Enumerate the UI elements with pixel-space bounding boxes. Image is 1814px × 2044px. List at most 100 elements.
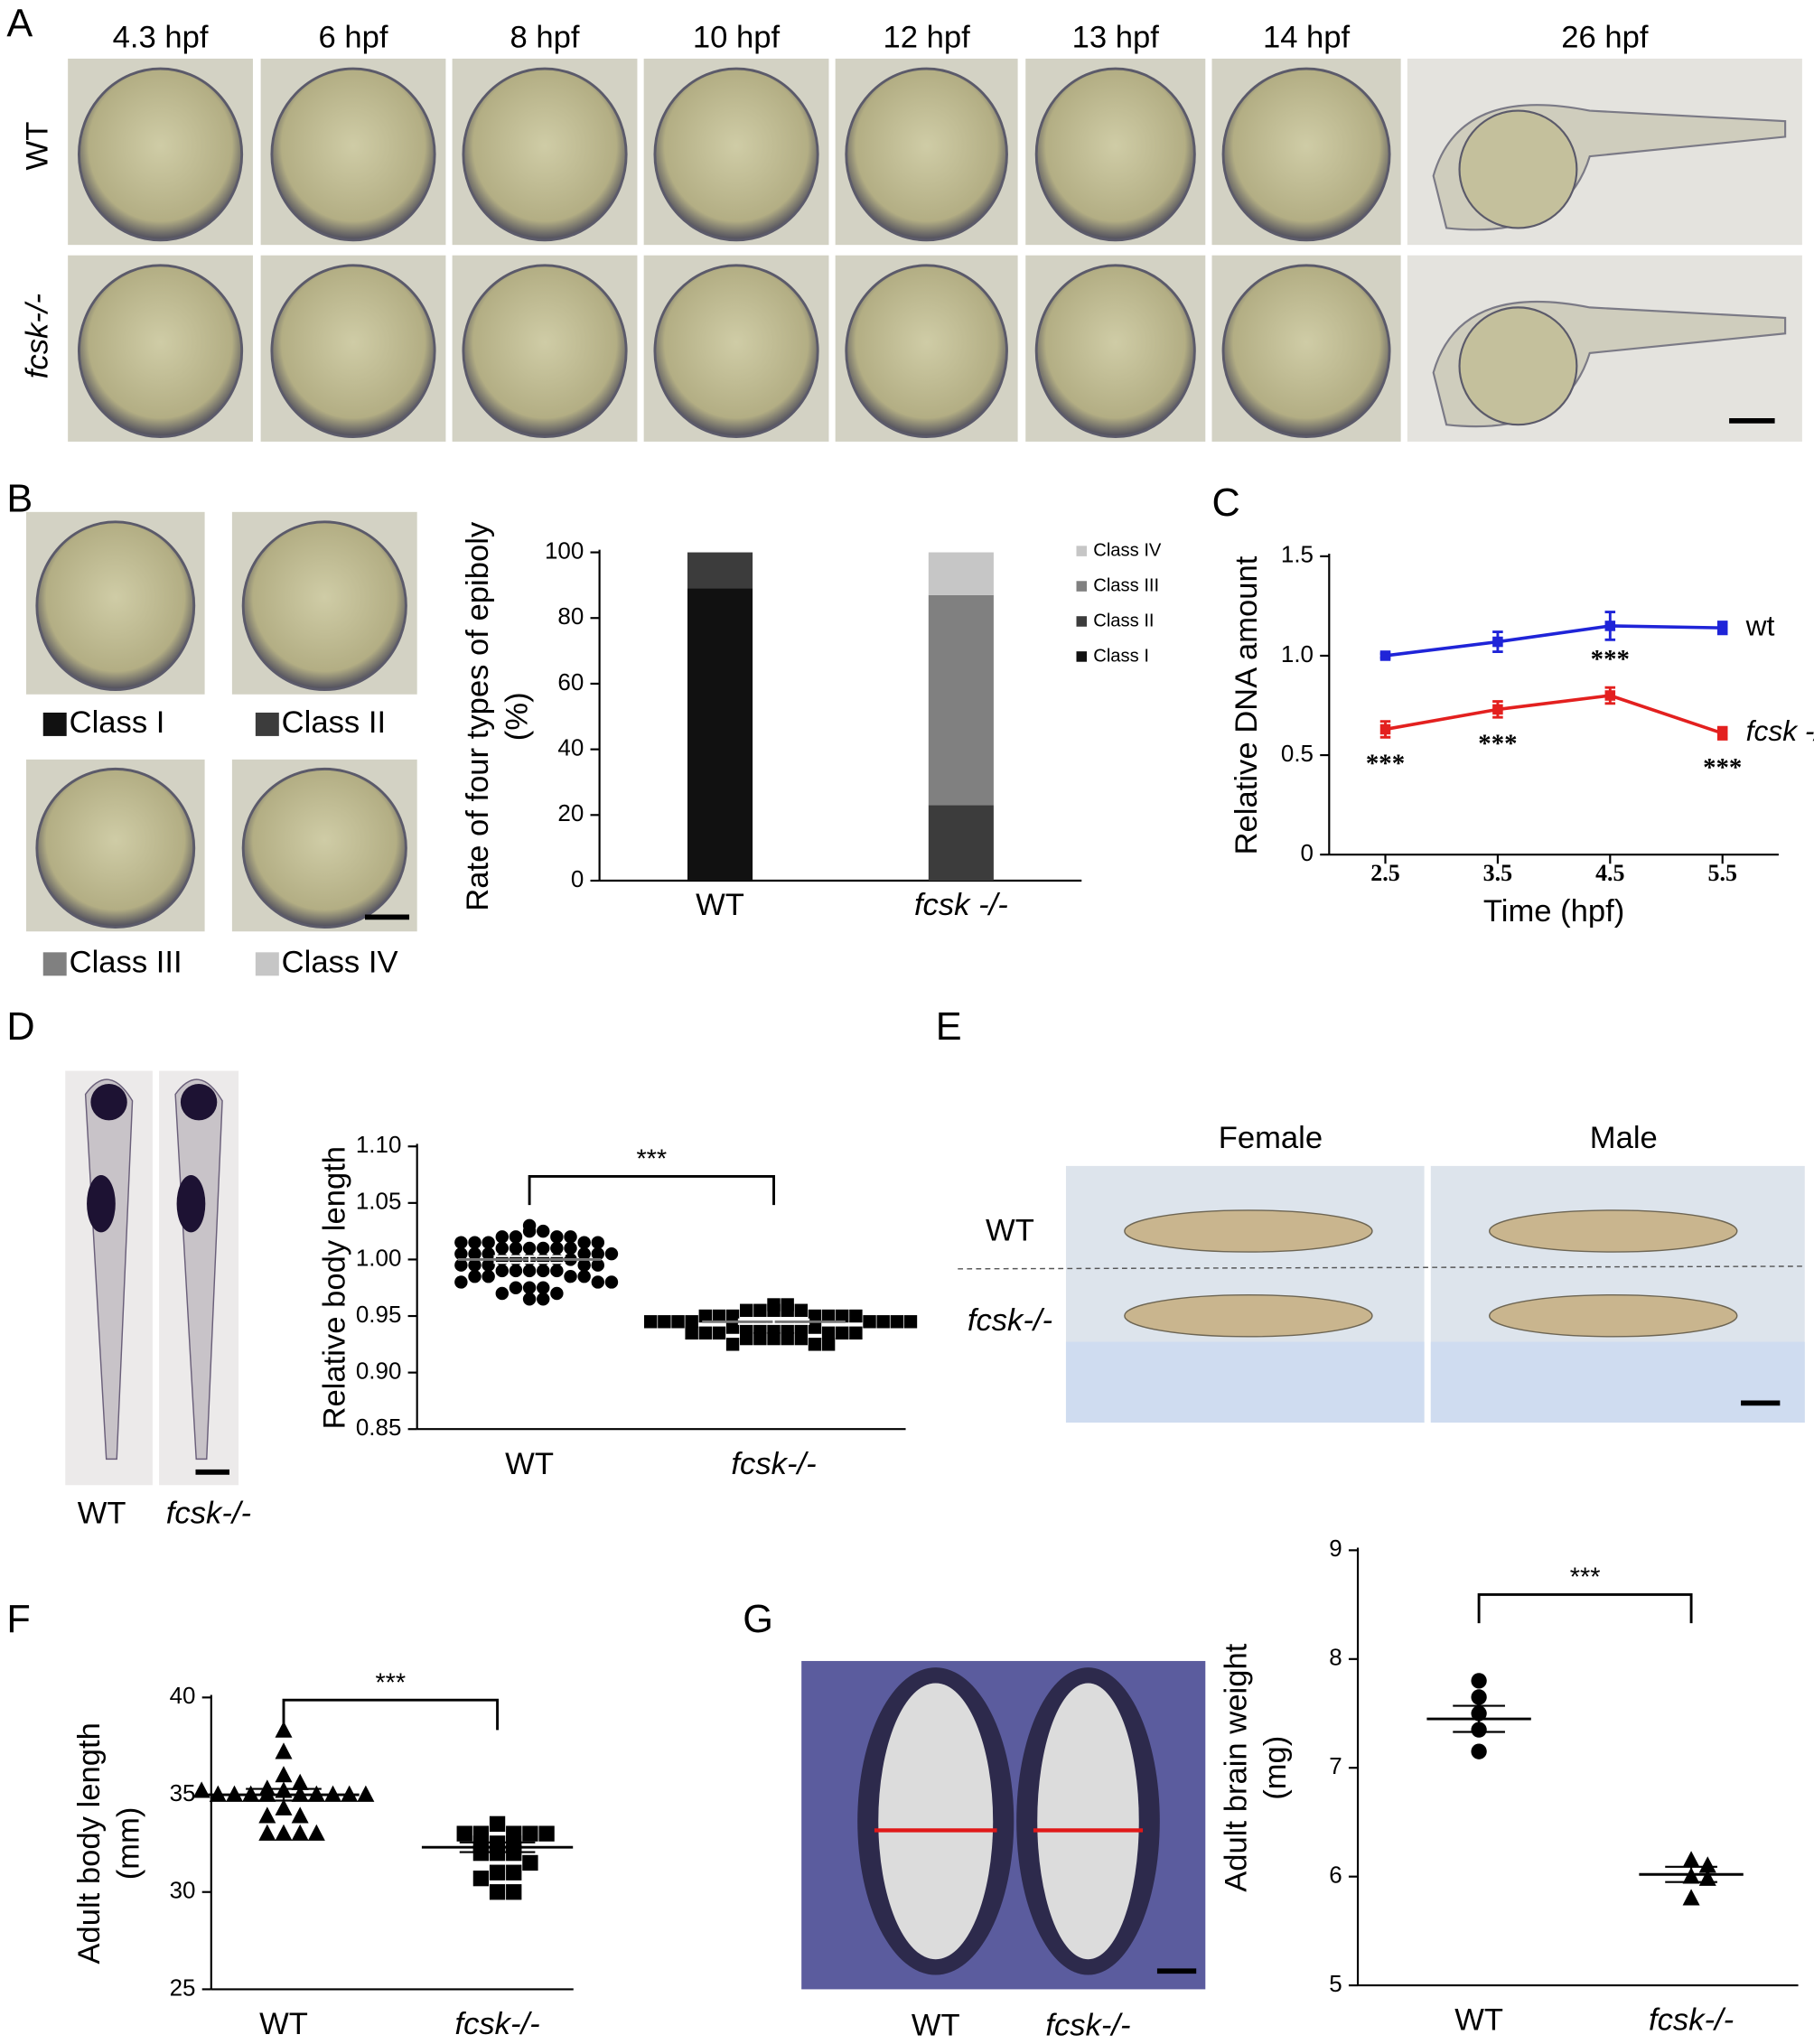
dot: [522, 1293, 537, 1306]
dot: [577, 1258, 591, 1272]
dot: [275, 1824, 293, 1841]
dot: [482, 1246, 495, 1261]
legend-swatch: [1076, 546, 1088, 556]
class-swatch: [255, 712, 279, 736]
dot: [808, 1309, 822, 1323]
dot: [291, 1806, 309, 1824]
y-tick-label: 0.85: [356, 1414, 402, 1441]
class-label: Class III: [70, 945, 182, 979]
dot: [275, 1766, 293, 1783]
y-tick-label: 9: [1329, 1535, 1342, 1562]
dot: [291, 1824, 309, 1841]
significance: ***: [1703, 753, 1742, 782]
dot: [258, 1806, 276, 1824]
dot: [577, 1236, 591, 1249]
dot: [725, 1309, 740, 1323]
x-tick-label: 5.5: [1707, 860, 1736, 886]
stage-label: 14 hpf: [1263, 20, 1351, 54]
bar-segment: [928, 594, 994, 806]
x-tick-label: WT: [505, 1447, 554, 1481]
sem-bar: [737, 1318, 810, 1325]
embryo: [77, 67, 244, 242]
bracket: [282, 1698, 500, 1731]
y-tick-label: 0.95: [356, 1301, 402, 1328]
y-tick-label: 7: [1329, 1752, 1342, 1779]
eye: [90, 1084, 127, 1121]
dot: [522, 1854, 538, 1871]
x-tick-label: WT: [1454, 2003, 1503, 2038]
eye: [180, 1084, 218, 1121]
significance: ***: [1570, 1563, 1601, 1592]
x-tick-label: fcsk-/-: [454, 2007, 539, 2041]
dot: [537, 1241, 550, 1255]
dot: [509, 1264, 523, 1278]
dot: [725, 1321, 740, 1334]
dot: [468, 1246, 482, 1261]
x-tick-label: fcsk -/-: [914, 888, 1008, 922]
legend-swatch: [1076, 581, 1088, 592]
embryo: [35, 520, 196, 692]
dot: [550, 1286, 564, 1301]
class-swatch: [42, 952, 67, 976]
fish: [1488, 1293, 1738, 1338]
line: [1385, 694, 1724, 735]
embryo: [653, 67, 819, 242]
dot: [509, 1281, 523, 1294]
x-axis-label: Time (hpf): [1483, 894, 1624, 929]
x-tick-label: 4.5: [1595, 860, 1624, 886]
dot: [522, 1264, 537, 1278]
dot: [591, 1236, 605, 1249]
dot: [644, 1315, 658, 1329]
x-tick-label: fcsk-/-: [731, 1447, 816, 1481]
y-tick-label: 5: [1329, 1970, 1342, 1997]
significance: ***: [1478, 729, 1517, 758]
y-axis-label: (mm): [112, 1807, 146, 1881]
dot: [522, 1224, 537, 1238]
panel-letter: E: [936, 1005, 962, 1049]
dot: [890, 1315, 904, 1329]
dot: [740, 1331, 753, 1346]
dot: [1471, 1743, 1487, 1759]
dot: [482, 1236, 495, 1249]
point: [1716, 728, 1728, 739]
divider: [958, 1265, 1805, 1270]
y-axis-label: Relative body length: [317, 1146, 351, 1430]
dot: [456, 1825, 472, 1842]
panel-letter: A: [6, 2, 33, 45]
dot: [192, 1781, 210, 1798]
embryo: [35, 767, 196, 929]
x-tick-label: WT: [696, 888, 744, 922]
legend-label: Class IV: [1093, 540, 1162, 560]
point: [1716, 622, 1728, 633]
significance: ***: [375, 1669, 406, 1698]
dot: [740, 1303, 753, 1317]
row-label: WT: [21, 122, 55, 171]
dot: [1682, 1851, 1700, 1868]
panel-letter: C: [1212, 481, 1240, 525]
panel-letter: G: [743, 1598, 773, 1641]
dot: [564, 1230, 577, 1244]
dot: [849, 1326, 863, 1340]
dot: [698, 1309, 713, 1323]
embryo: [462, 264, 628, 439]
dot: [495, 1241, 510, 1255]
dot: [522, 1825, 538, 1842]
dot: [258, 1824, 276, 1841]
y-tick-label: 20: [557, 799, 584, 826]
larva-label: WT: [78, 1497, 126, 1531]
embryo: [1221, 67, 1391, 242]
dot: [836, 1326, 849, 1340]
point: [1604, 690, 1616, 701]
dot: [712, 1326, 726, 1340]
dot: [794, 1331, 809, 1346]
image-label: fcsk-/-: [1045, 2008, 1130, 2042]
y-tick-label: 40: [557, 733, 584, 761]
dot: [489, 1864, 506, 1881]
dot: [489, 1815, 506, 1832]
dot: [781, 1303, 794, 1317]
embryo: [1034, 67, 1196, 242]
dot: [808, 1338, 822, 1351]
larva-label: fcsk-/-: [166, 1497, 251, 1531]
y-tick-label: 25: [170, 1974, 196, 2001]
legend-label: Class I: [1093, 646, 1149, 666]
